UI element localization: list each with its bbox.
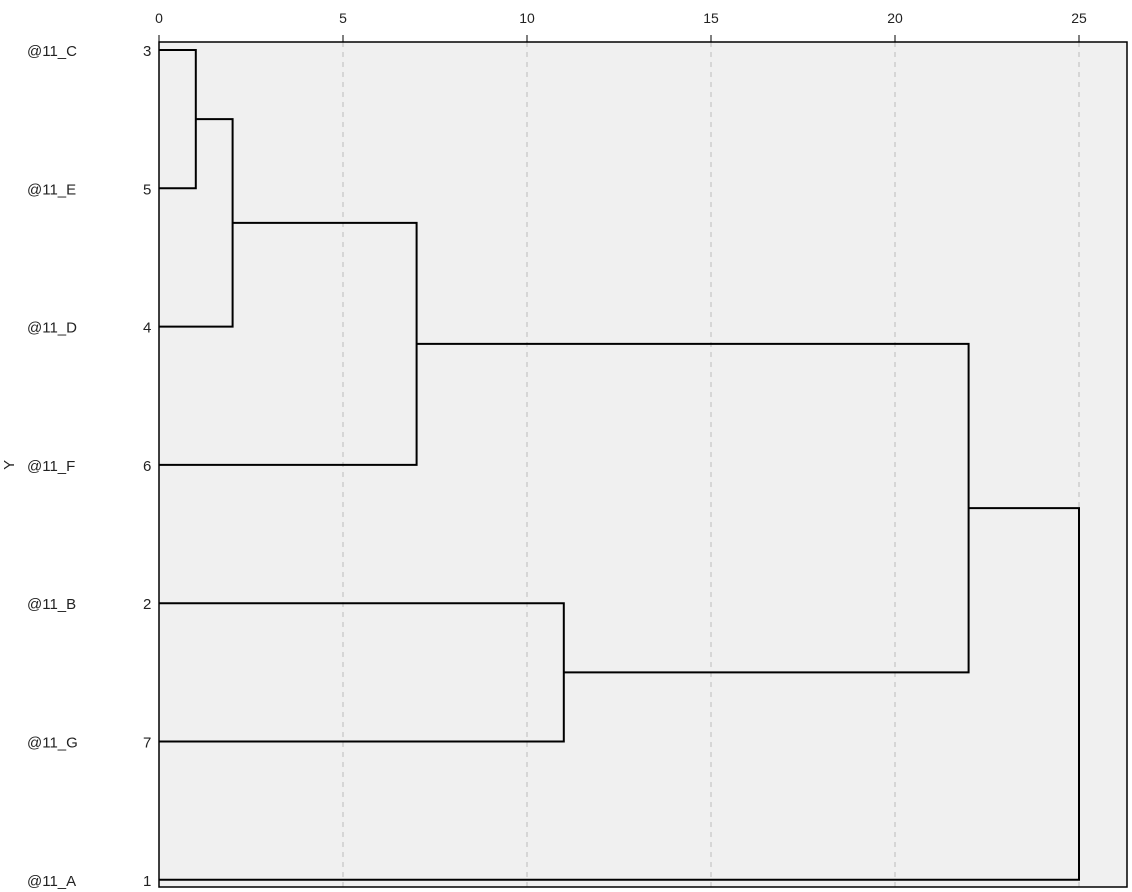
leaf-case-number: 5 [143, 181, 151, 198]
grid-lines [342, 42, 1080, 887]
tick-label: 0 [155, 10, 163, 26]
dendrogram-links [159, 49, 1080, 881]
y-axis-label: Y [1, 460, 18, 470]
leaf-case-number: 2 [143, 596, 151, 613]
leaf-labels: @11_C 3 @11_E 5 @11_D 4 @11_F 6 @11_B 2 @11_G 7 @11_… [27, 43, 151, 890]
leaf-case-number: 7 [143, 735, 151, 752]
leaf-label: @11_C [27, 43, 77, 60]
leaf-label: @11_F [27, 458, 75, 475]
leaf-label: @11_E [27, 181, 76, 198]
leaf-case-number: 1 [143, 873, 151, 890]
tick-label: 20 [887, 10, 903, 26]
leaf-label: @11_B [27, 596, 76, 613]
tick-label: 15 [703, 10, 719, 26]
tick-label: 25 [1071, 10, 1087, 26]
tick-label: 5 [339, 10, 347, 26]
leaf-label: @11_A [27, 873, 76, 890]
dendrogram-link [159, 507, 1080, 881]
leaf-case-number: 4 [143, 320, 151, 337]
leaf-label: @11_G [27, 735, 78, 752]
plot-border [158, 41, 1128, 888]
tick-label: 10 [519, 10, 535, 26]
leaf-label: @11_D [27, 320, 77, 337]
x-axis-ticks: 0 5 10 15 20 25 [155, 10, 1087, 42]
leaf-case-number: 6 [143, 458, 151, 475]
leaf-case-number: 3 [143, 43, 151, 60]
